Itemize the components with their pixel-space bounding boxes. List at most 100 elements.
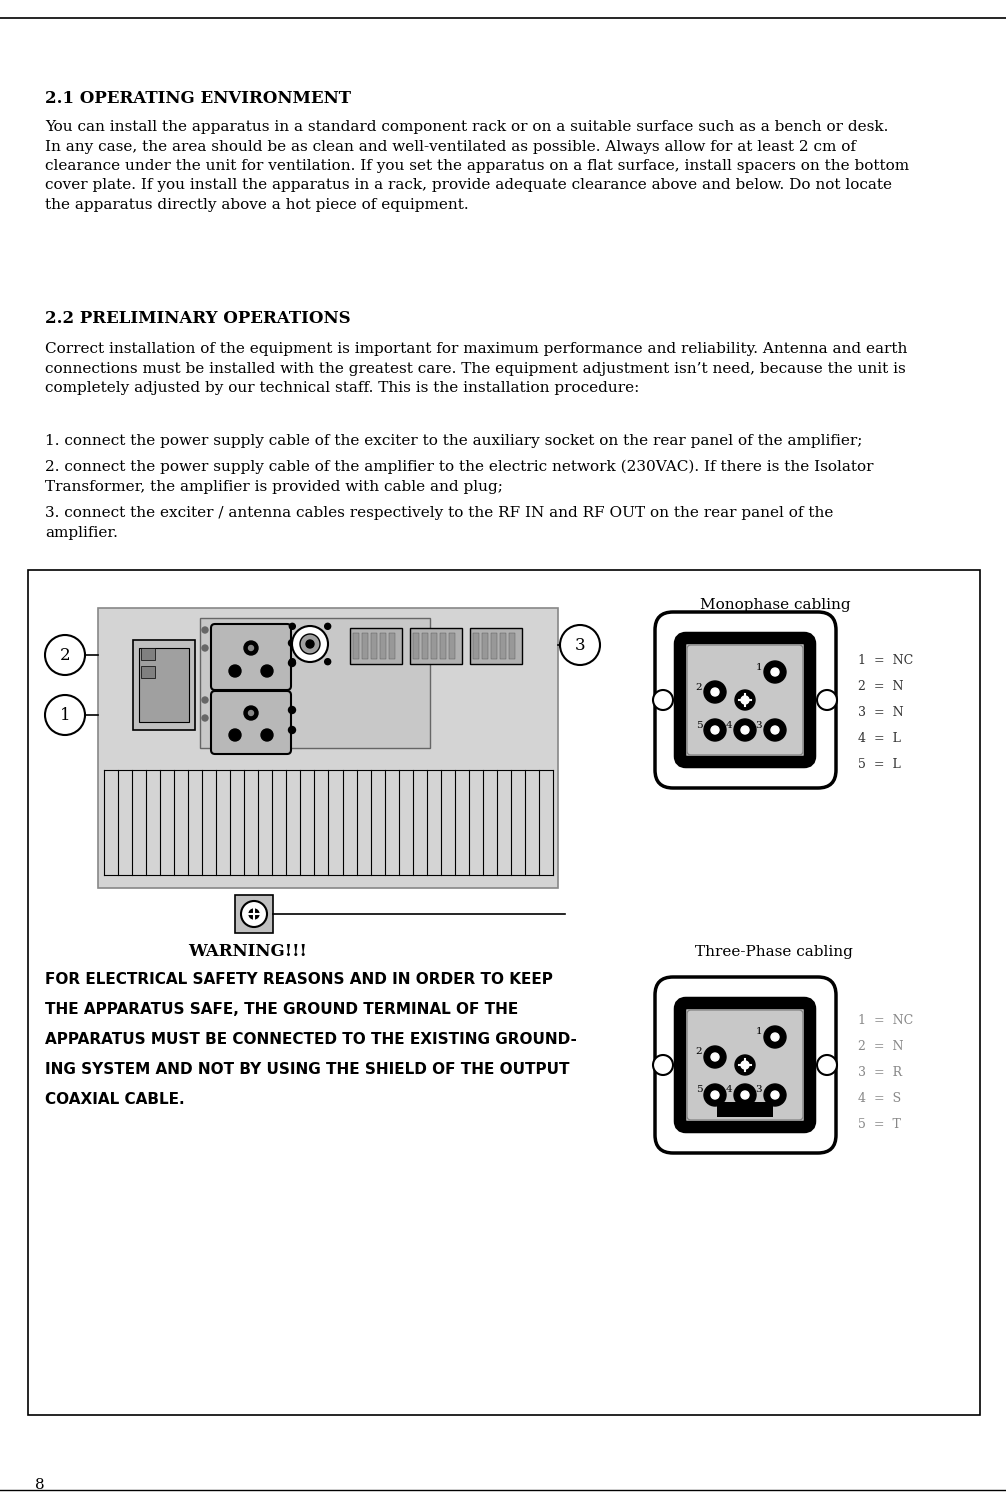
Bar xyxy=(509,632,515,659)
FancyBboxPatch shape xyxy=(680,1003,810,1126)
Text: COAXIAL CABLE.: COAXIAL CABLE. xyxy=(45,1092,185,1107)
FancyBboxPatch shape xyxy=(211,623,291,689)
Text: WARNING!!!: WARNING!!! xyxy=(188,943,308,960)
FancyBboxPatch shape xyxy=(211,691,291,754)
Text: Monophase cabling: Monophase cabling xyxy=(700,598,851,611)
Text: THE APPARATUS SAFE, THE GROUND TERMINAL OF THE: THE APPARATUS SAFE, THE GROUND TERMINAL … xyxy=(45,1002,518,1017)
Circle shape xyxy=(202,715,208,721)
Bar xyxy=(717,1102,773,1117)
Circle shape xyxy=(653,689,673,710)
Text: 2  =  N: 2 = N xyxy=(858,679,903,692)
Bar xyxy=(410,628,462,664)
Circle shape xyxy=(325,659,331,665)
Circle shape xyxy=(241,901,267,927)
Text: 1: 1 xyxy=(756,1027,763,1036)
Bar xyxy=(353,632,359,659)
Text: 4: 4 xyxy=(725,721,732,730)
Circle shape xyxy=(711,725,719,734)
Circle shape xyxy=(249,909,259,919)
Circle shape xyxy=(261,728,273,740)
Bar xyxy=(350,628,402,664)
Circle shape xyxy=(704,680,726,703)
Circle shape xyxy=(325,623,331,629)
Text: 2.2 PRELIMINARY OPERATIONS: 2.2 PRELIMINARY OPERATIONS xyxy=(45,309,351,327)
Bar xyxy=(500,632,506,659)
Circle shape xyxy=(741,1060,749,1069)
Circle shape xyxy=(248,710,254,715)
Circle shape xyxy=(244,706,258,719)
Circle shape xyxy=(817,1054,837,1075)
Text: 3: 3 xyxy=(574,637,585,653)
Text: 2: 2 xyxy=(696,682,702,691)
Text: 1  =  NC: 1 = NC xyxy=(858,1014,913,1026)
Text: APPARATUS MUST BE CONNECTED TO THE EXISTING GROUND-: APPARATUS MUST BE CONNECTED TO THE EXIST… xyxy=(45,1032,576,1047)
Bar xyxy=(133,640,195,730)
Bar xyxy=(139,647,189,722)
Text: 2  =  N: 2 = N xyxy=(858,1039,903,1053)
Circle shape xyxy=(45,635,85,674)
Text: 5: 5 xyxy=(696,1086,702,1095)
Text: ING SYSTEM AND NOT BY USING THE SHIELD OF THE OUTPUT: ING SYSTEM AND NOT BY USING THE SHIELD O… xyxy=(45,1062,569,1077)
Circle shape xyxy=(764,1026,786,1048)
Circle shape xyxy=(289,727,296,733)
FancyBboxPatch shape xyxy=(680,638,810,762)
Text: 3. connect the exciter / antenna cables respectively to the RF IN and RF OUT on : 3. connect the exciter / antenna cables … xyxy=(45,506,833,539)
Circle shape xyxy=(771,725,779,734)
Circle shape xyxy=(248,646,254,650)
Circle shape xyxy=(711,688,719,695)
Circle shape xyxy=(202,644,208,650)
Circle shape xyxy=(229,728,241,740)
Text: 1: 1 xyxy=(59,706,70,724)
Bar xyxy=(491,632,497,659)
Text: 8: 8 xyxy=(35,1478,44,1491)
Circle shape xyxy=(734,719,756,740)
Text: Correct installation of the equipment is important for maximum performance and r: Correct installation of the equipment is… xyxy=(45,342,907,395)
Circle shape xyxy=(764,1084,786,1105)
Circle shape xyxy=(735,1054,754,1075)
Circle shape xyxy=(711,1090,719,1099)
Circle shape xyxy=(244,641,258,655)
Bar xyxy=(141,665,155,677)
Circle shape xyxy=(45,695,85,734)
Text: 3: 3 xyxy=(756,1086,763,1095)
Circle shape xyxy=(735,689,754,710)
Bar xyxy=(200,617,430,748)
Bar xyxy=(380,632,386,659)
Bar xyxy=(440,632,446,659)
Circle shape xyxy=(202,697,208,703)
Circle shape xyxy=(771,1033,779,1041)
Circle shape xyxy=(704,1045,726,1068)
Circle shape xyxy=(229,665,241,677)
Text: 3: 3 xyxy=(756,721,763,730)
Text: 2: 2 xyxy=(696,1047,702,1056)
Circle shape xyxy=(764,719,786,740)
Circle shape xyxy=(289,706,296,713)
Text: 2.1 OPERATING ENVIRONMENT: 2.1 OPERATING ENVIRONMENT xyxy=(45,90,351,107)
Circle shape xyxy=(306,640,314,647)
Circle shape xyxy=(771,668,779,676)
Text: 5: 5 xyxy=(696,721,702,730)
Bar xyxy=(449,632,455,659)
Text: 2: 2 xyxy=(59,646,70,664)
Circle shape xyxy=(560,625,600,665)
Circle shape xyxy=(817,689,837,710)
Circle shape xyxy=(290,659,296,665)
Text: 3  =  N: 3 = N xyxy=(858,706,903,718)
Bar xyxy=(413,632,420,659)
Bar xyxy=(98,608,558,888)
Text: 3  =  R: 3 = R xyxy=(858,1065,902,1078)
Circle shape xyxy=(771,1090,779,1099)
Bar xyxy=(431,632,437,659)
Text: 1  =  NC: 1 = NC xyxy=(858,653,913,667)
Circle shape xyxy=(653,1054,673,1075)
Text: 2. connect the power supply cable of the amplifier to the electric network (230V: 2. connect the power supply cable of the… xyxy=(45,460,873,494)
Bar xyxy=(371,632,377,659)
Circle shape xyxy=(292,626,328,662)
Bar xyxy=(389,632,395,659)
Text: Three-Phase cabling: Three-Phase cabling xyxy=(695,945,853,958)
Bar xyxy=(141,647,155,659)
Circle shape xyxy=(289,640,296,646)
FancyBboxPatch shape xyxy=(655,976,836,1154)
Bar xyxy=(362,632,368,659)
Circle shape xyxy=(261,665,273,677)
